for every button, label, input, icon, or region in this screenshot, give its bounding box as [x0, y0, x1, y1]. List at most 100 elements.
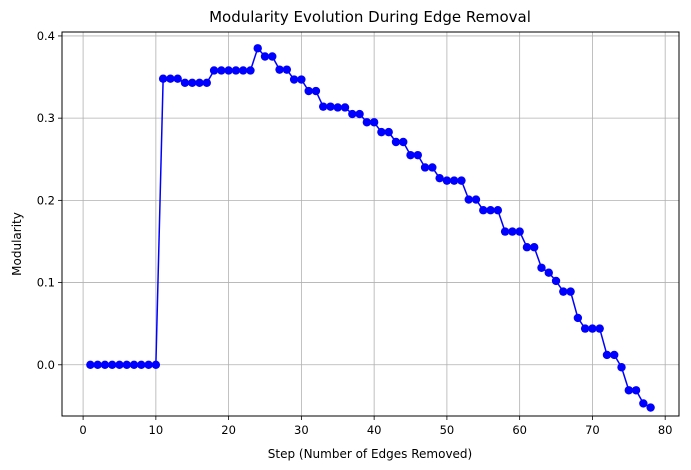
data-point: [442, 176, 452, 185]
x-tick-label: 80: [658, 423, 673, 437]
data-point: [493, 206, 503, 215]
y-tick-label: 0.0: [37, 358, 55, 372]
data-point: [115, 360, 124, 369]
data-point: [471, 195, 481, 204]
data-point: [406, 150, 415, 160]
data-point: [646, 403, 655, 412]
data-point: [588, 324, 597, 333]
data-point: [420, 163, 430, 172]
y-tick-label: 0.1: [37, 276, 55, 290]
data-point: [93, 360, 102, 369]
data-point: [173, 74, 182, 83]
data-point: [304, 86, 313, 96]
data-point: [311, 86, 321, 96]
data-point: [340, 103, 350, 112]
data-point: [384, 127, 393, 137]
data-point: [369, 118, 379, 127]
data-point: [391, 137, 401, 147]
data-point: [559, 287, 568, 296]
data-point: [333, 103, 342, 112]
x-tick-label: 0: [79, 423, 86, 437]
data-point: [319, 102, 328, 111]
data-point: [544, 268, 553, 277]
x-tick-label: 40: [367, 423, 382, 437]
data-point: [377, 127, 386, 137]
data-point: [551, 276, 561, 286]
data-point: [129, 360, 139, 369]
x-tick-label: 70: [585, 423, 600, 437]
data-point: [610, 350, 619, 360]
data-point: [180, 78, 190, 88]
data-point: [348, 109, 357, 119]
data-point: [580, 324, 590, 333]
data-point: [100, 360, 110, 369]
data-point: [188, 78, 197, 88]
series-line-0: [90, 47, 651, 409]
data-point: [362, 118, 372, 127]
data-point: [166, 74, 175, 83]
data-points: [86, 44, 655, 412]
x-tick-label: 10: [149, 423, 164, 437]
data-point: [253, 44, 262, 53]
x-tick-label: 50: [440, 423, 455, 437]
data-point: [573, 313, 583, 323]
data-point: [86, 360, 95, 369]
y-tick-label: 0.3: [37, 111, 55, 125]
data-point: [602, 350, 612, 360]
data-point: [209, 66, 219, 75]
x-tick-label: 30: [294, 423, 309, 437]
grid-lines: [62, 32, 679, 416]
data-point: [399, 137, 408, 147]
data-point: [479, 206, 488, 215]
data-point: [231, 66, 241, 75]
data-point: [289, 75, 299, 84]
data-point: [151, 360, 161, 369]
data-point: [326, 102, 335, 111]
data-point: [515, 227, 524, 236]
y-axis-label: Modularity: [10, 212, 24, 276]
data-point: [595, 324, 604, 333]
data-point: [224, 66, 233, 75]
x-tick-label: 60: [512, 423, 527, 437]
data-point: [144, 360, 153, 369]
x-axis-label: Step (Number of Edges Removed): [268, 447, 472, 461]
data-point: [428, 163, 437, 172]
plot-frame: [61, 31, 680, 417]
data-point: [202, 78, 211, 88]
data-point: [537, 263, 546, 272]
data-point: [530, 243, 539, 252]
data-point: [108, 360, 117, 369]
data-point: [195, 78, 204, 88]
data-point: [631, 386, 641, 395]
data-point: [457, 176, 466, 185]
data-point: [122, 360, 131, 369]
data-point: [639, 399, 648, 408]
series-line: [90, 47, 651, 409]
data-point: [238, 66, 248, 75]
data-point: [158, 74, 168, 83]
chart-title: Modularity Evolution During Edge Removal: [209, 8, 531, 26]
data-point: [275, 65, 284, 74]
data-point: [522, 243, 532, 252]
data-point: [508, 227, 517, 236]
data-point: [297, 75, 306, 84]
data-point: [449, 176, 459, 185]
data-point: [624, 386, 633, 395]
data-point: [500, 227, 510, 236]
data-point: [260, 52, 270, 61]
y-tick-label: 0.2: [37, 193, 55, 207]
data-point: [464, 195, 473, 204]
y-axis-ticks: 0.0 0.1 0.2 0.3 0.4: [37, 29, 62, 372]
data-point: [486, 206, 495, 215]
data-point: [268, 52, 277, 61]
data-point: [617, 363, 626, 372]
data-point: [355, 109, 364, 119]
data-point: [413, 150, 422, 160]
data-point: [217, 66, 226, 75]
data-point: [566, 287, 575, 296]
data-point: [137, 360, 146, 369]
x-axis-ticks: 0 10 20 30 40 50 60 70 80: [79, 416, 672, 437]
data-point: [435, 173, 444, 183]
data-point: [282, 65, 292, 74]
